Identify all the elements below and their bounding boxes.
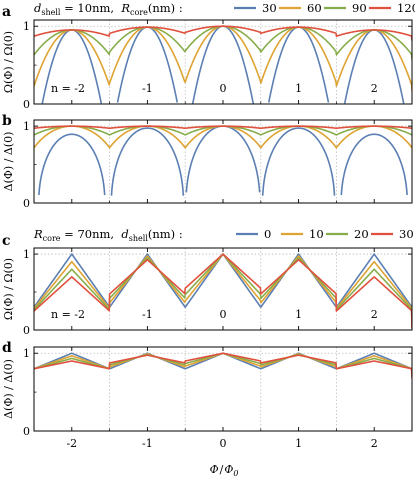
series-line-30: [34, 352, 412, 379]
panel-b: 0 1b Δ(Φ) / Δ(0): [2, 113, 413, 210]
panel-letter: b: [2, 113, 12, 129]
x-tick-label: -2: [66, 437, 77, 450]
legend-entry-60: 60: [307, 1, 322, 15]
bottom-legend: Rcore = 70nm, dshell(nm) : 0 10 20 30: [33, 227, 414, 243]
legend-entry-20: 20: [354, 227, 369, 241]
series-line-0: [34, 253, 412, 309]
n-annotation: -1: [142, 82, 153, 95]
legend-entry-10: 10: [309, 227, 324, 241]
y-tick-label: 0: [23, 98, 30, 111]
y-tick-label: 0: [23, 197, 30, 210]
n-annotation: 0: [220, 82, 227, 95]
legend-entry-120: 120: [397, 1, 415, 15]
x-tick-label: 2: [371, 437, 378, 450]
y-tick-label: 1: [23, 20, 30, 33]
n-annotation: 0: [220, 308, 227, 321]
panel-letter: d: [2, 340, 12, 356]
x-tick-label: 0: [220, 437, 227, 450]
plot-frame: [33, 346, 413, 432]
x-axis-label: Φ/Φ0: [210, 463, 239, 478]
legend-entry-0: 0: [264, 227, 271, 241]
x-tick-label: 1: [295, 437, 302, 450]
y-tick-label: 0: [23, 324, 30, 337]
n-annotation: n = -2: [51, 82, 85, 95]
n-annotation: 2: [371, 82, 378, 95]
panel-letter: c: [2, 233, 11, 249]
series-line-60: [34, 125, 412, 149]
y-tick-label: 0: [23, 425, 30, 438]
series-line-0: [34, 352, 412, 370]
y-tick-label: 1: [23, 120, 30, 133]
n-annotation: 1: [295, 82, 302, 95]
y-axis-label: Δ(Φ) / Δ(0): [2, 359, 15, 419]
y-axis-label: Δ(Φ) / Δ(0): [2, 132, 15, 192]
n-annotation: 2: [371, 308, 378, 321]
legend-entry-90: 90: [352, 1, 367, 15]
y-tick-label: 1: [23, 347, 30, 360]
n-annotation: 1: [295, 308, 302, 321]
n-annotation: -1: [142, 308, 153, 321]
y-tick-label: 1: [23, 248, 30, 261]
series-line-30: [34, 253, 412, 329]
panel-d: 0 1d Δ(Φ) / Δ(0): [2, 340, 413, 438]
y-axis-label: Ω(Φ) / Ω(0): [2, 31, 15, 93]
panel-letter: a: [2, 4, 11, 20]
bottom-legend-label: Rcore = 70nm, dshell(nm) :: [33, 227, 183, 243]
series-line-120: [34, 25, 412, 41]
legend-entry-30: 30: [399, 227, 414, 241]
series-line-30: [38, 125, 408, 196]
plot-frame: [33, 119, 413, 204]
top-legend-label: dshell = 10nm, Rcore(nm) :: [34, 1, 183, 17]
top-legend: dshell = 10nm, Rcore(nm) : 30 60 90 120: [34, 1, 415, 17]
series-line-120: [34, 125, 412, 130]
series-line-10: [34, 352, 412, 373]
y-axis-label: Ω(Φ) / Ω(0): [2, 258, 15, 320]
n-annotation: n = -2: [51, 308, 85, 321]
legend-entry-30: 30: [262, 1, 277, 15]
x-tick-label: -1: [142, 437, 153, 450]
